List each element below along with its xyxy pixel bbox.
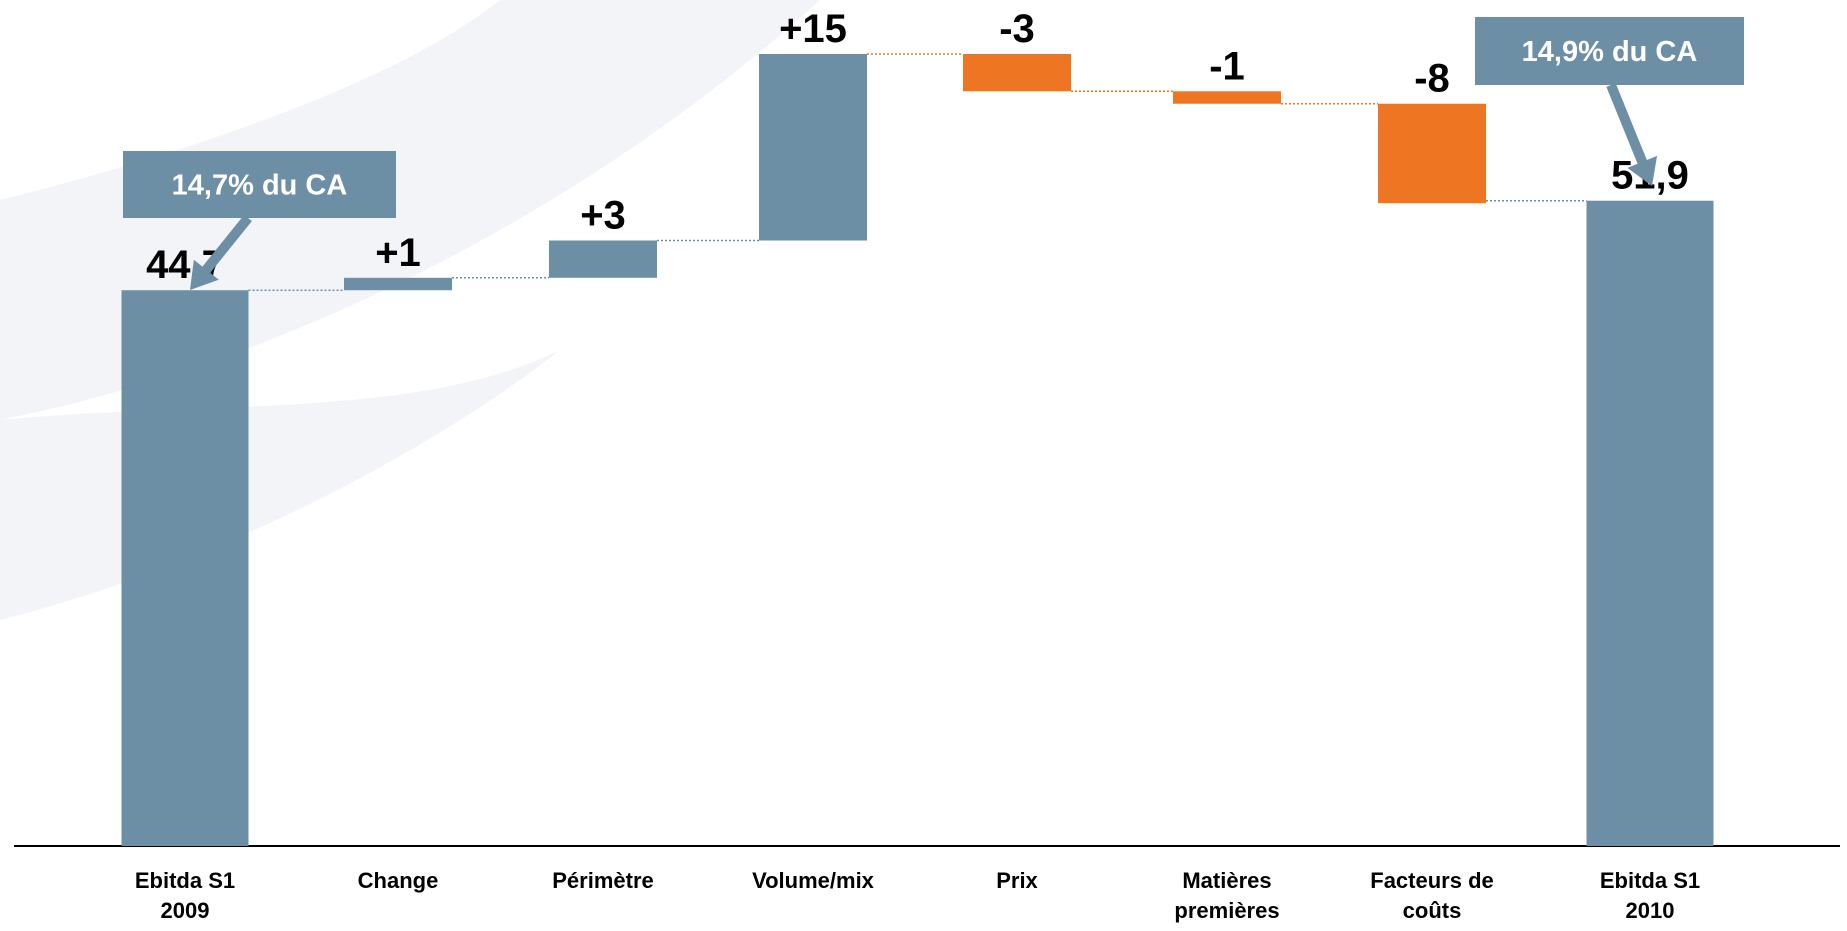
value-label: +15	[779, 7, 847, 51]
bar	[1586, 200, 1714, 847]
bar	[1173, 91, 1281, 104]
value-label: -3	[999, 7, 1035, 51]
bar	[1378, 103, 1486, 204]
value-label: +1	[375, 231, 421, 275]
x-tick-label: Prix	[996, 868, 1038, 893]
callout-text: 14,9% du CA	[1522, 36, 1698, 68]
x-tick-label: Ebitda S1 2010	[1599, 868, 1701, 923]
callout-box	[123, 151, 396, 218]
value-label: -8	[1414, 57, 1450, 101]
bar	[549, 240, 657, 278]
background-swirl-inner	[0, 0, 500, 200]
callout-arrow	[1606, 83, 1658, 186]
bar	[121, 290, 249, 847]
callout-text: 14,7% du CA	[172, 170, 348, 202]
bar	[963, 54, 1071, 92]
x-tick-label: Matières premières	[1174, 868, 1280, 923]
x-tick-label: Change	[357, 868, 439, 893]
value-label: +3	[580, 193, 626, 237]
bar	[759, 54, 867, 241]
x-tick-label: Périmètre	[552, 868, 654, 893]
x-tick-label: Ebitda S1 2009	[134, 868, 236, 923]
x-tick-label: Volume/mix	[752, 868, 874, 893]
value-label: -1	[1209, 44, 1245, 88]
callout-box	[1475, 17, 1744, 85]
bar	[344, 277, 452, 291]
x-tick-label: Facteurs de coûts	[1370, 868, 1494, 923]
callout-arrow	[190, 214, 252, 290]
